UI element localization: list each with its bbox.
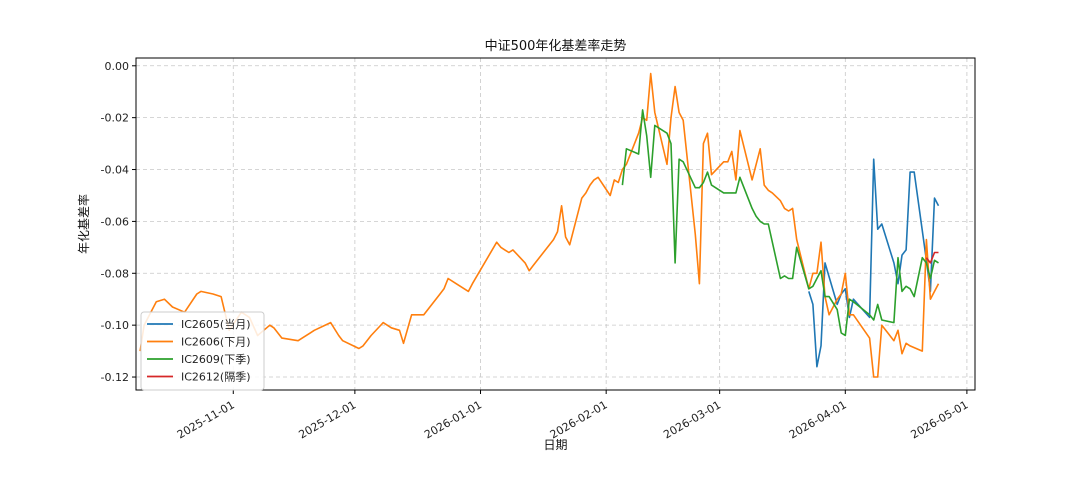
x-tick-label: 2026-02-01 (548, 398, 610, 441)
x-tick-label: 2026-04-01 (787, 398, 849, 441)
legend-box (140, 311, 265, 391)
series-line-1 (808, 158, 940, 368)
y-tick-label: -0.08 (101, 267, 129, 280)
y-tick-label: -0.12 (101, 371, 129, 384)
legend-entry: IC2605(当月) (181, 317, 251, 331)
x-axis: 2025-11-01 2025-12-01 2026-01-01 2026-02-01… (175, 390, 970, 441)
x-tick-label: 2026-05-01 (909, 398, 971, 441)
y-axis-label: 年化基差率 (76, 194, 91, 254)
chart-title: 中证500年化基差率走势 (485, 38, 627, 54)
x-tick-label: 2026-01-01 (422, 398, 484, 441)
legend: IC2605(当月) IC2606(下月) IC2609(下季) IC2612(隔季) (140, 311, 265, 391)
series-line-4 (925, 251, 939, 264)
x-tick-label: 2025-11-01 (175, 398, 237, 441)
y-tick-label: -0.02 (101, 112, 129, 125)
series-lines (139, 72, 940, 378)
legend-entry: IC2606(下月) (181, 336, 251, 349)
series-line-2 (139, 72, 940, 378)
x-tick-label: 2025-12-01 (296, 398, 358, 441)
plot-frame (135, 57, 976, 391)
y-axis: 0.00 -0.02 -0.04 -0.06 -0.08 -0.10 -0.12 (101, 60, 136, 384)
y-tick-label: 0.00 (105, 60, 130, 73)
y-tick-label: -0.10 (101, 319, 129, 332)
y-tick-label: -0.06 (101, 215, 129, 228)
series-line-3 (621, 109, 939, 337)
y-tick-label: -0.04 (101, 164, 129, 177)
legend-entry: IC2609(下季) (181, 353, 251, 366)
x-tick-label: 2026-03-01 (661, 398, 723, 441)
legend-entry: IC2612(隔季) (181, 371, 251, 384)
x-axis-label: 日期 (543, 438, 567, 452)
